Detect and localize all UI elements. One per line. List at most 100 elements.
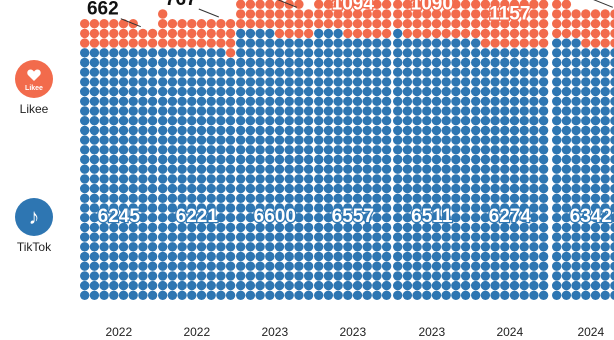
tiktok-dot (303, 116, 314, 126)
tiktok-dot (352, 271, 363, 281)
tiktok-dot (590, 174, 601, 184)
tiktok-dot (352, 77, 363, 87)
likee-dot (89, 38, 100, 48)
tiktok-dot (610, 145, 614, 155)
tiktok-dot (323, 280, 334, 291)
tiktok-dot (314, 154, 324, 165)
tiktok-dot (393, 183, 403, 194)
tiktok-dot (490, 106, 500, 116)
tiktok-dot (216, 145, 226, 155)
tiktok-dot (284, 125, 294, 136)
tiktok-dot (590, 106, 601, 116)
tiktok-dot (581, 77, 591, 87)
tiktok-dot (600, 135, 610, 145)
tiktok-dot (265, 290, 275, 300)
likee-dot (284, 19, 294, 29)
tiktok-dot (600, 232, 610, 242)
tiktok-dot (600, 251, 610, 262)
tiktok-dot (265, 86, 275, 97)
tiktok-dot (352, 280, 363, 291)
tiktok-dot (99, 271, 109, 281)
tiktok-dot (314, 96, 324, 107)
tiktok-dot (99, 232, 109, 242)
tiktok-dot (89, 135, 100, 145)
tiktok-dot (216, 96, 226, 107)
tiktok-dot (118, 280, 129, 291)
tiktok-dot (196, 48, 207, 58)
likee-dot (343, 0, 353, 9)
likee-dot (460, 0, 471, 9)
tiktok-dot (225, 222, 236, 233)
tiktok-dot (412, 135, 422, 145)
likee-dot (245, 19, 256, 29)
tiktok-dot (471, 232, 481, 242)
tiktok-dot (138, 280, 148, 291)
tiktok-dot (393, 271, 403, 281)
tiktok-dot (590, 280, 601, 291)
tiktok-dot (255, 125, 265, 136)
tiktok-dot (362, 106, 372, 116)
tiktok-dot (147, 57, 158, 68)
tiktok-dot (610, 125, 614, 136)
tiktok-dot (138, 222, 148, 233)
likee-dot (216, 19, 226, 29)
tiktok-dot (265, 57, 275, 68)
tiktok-dot (460, 145, 471, 155)
tiktok-dot (561, 280, 572, 291)
tiktok-dot (509, 86, 520, 97)
tiktok-dot (343, 154, 353, 165)
tiktok-dot (552, 67, 562, 77)
tiktok-dot (167, 242, 178, 252)
tiktok-dot (571, 232, 581, 242)
tiktok-dot (561, 174, 572, 184)
tiktok-dot (187, 164, 197, 174)
tiktok-dot (118, 242, 129, 252)
tiktok-dot (284, 183, 294, 194)
tiktok-dot (89, 213, 100, 223)
likee-dot (265, 9, 275, 19)
likee-dot (610, 19, 614, 29)
tiktok-dot (571, 222, 581, 233)
tiktok-dot (500, 106, 510, 116)
tiktok-dot (480, 271, 491, 281)
tiktok-dot (519, 125, 529, 136)
tiktok-dot (158, 183, 168, 194)
tiktok-dot (128, 193, 138, 203)
tiktok-dot (590, 251, 601, 262)
tiktok-dot (343, 280, 353, 291)
tiktok-dot (177, 271, 187, 281)
tiktok-dot (519, 213, 529, 223)
tiktok-dot (89, 154, 100, 165)
likee-dot (571, 9, 581, 19)
tiktok-dot (225, 145, 236, 155)
likee-dot (451, 19, 461, 29)
tiktok-dot (80, 48, 90, 58)
tiktok-dot (147, 135, 158, 145)
tiktok-dot (441, 251, 451, 262)
tiktok-dot (333, 222, 343, 233)
tiktok-dot (187, 213, 197, 223)
tiktok-dot (138, 57, 148, 68)
likee-dot (225, 19, 236, 29)
tiktok-dot (284, 174, 294, 184)
tiktok-dot (552, 193, 562, 203)
tiktok-dot (147, 271, 158, 281)
tiktok-dot (245, 106, 256, 116)
likee-label-leader (120, 18, 141, 28)
tiktok-dot (118, 106, 129, 116)
tiktok-dot (196, 251, 207, 262)
tiktok-dot (265, 96, 275, 107)
tiktok-dot (393, 242, 403, 252)
tiktok-dot (381, 242, 392, 252)
tiktok-dot (138, 213, 148, 223)
tiktok-dot (245, 242, 256, 252)
likee-dot (509, 19, 520, 29)
tiktok-dot (600, 67, 610, 77)
tiktok-dot (538, 116, 549, 126)
likee-dot (538, 28, 549, 39)
tiktok-dot (225, 164, 236, 174)
tiktok-dot (581, 271, 591, 281)
tiktok-dot (216, 125, 226, 136)
tiktok-dot (412, 164, 422, 174)
tiktok-dot (314, 164, 324, 174)
